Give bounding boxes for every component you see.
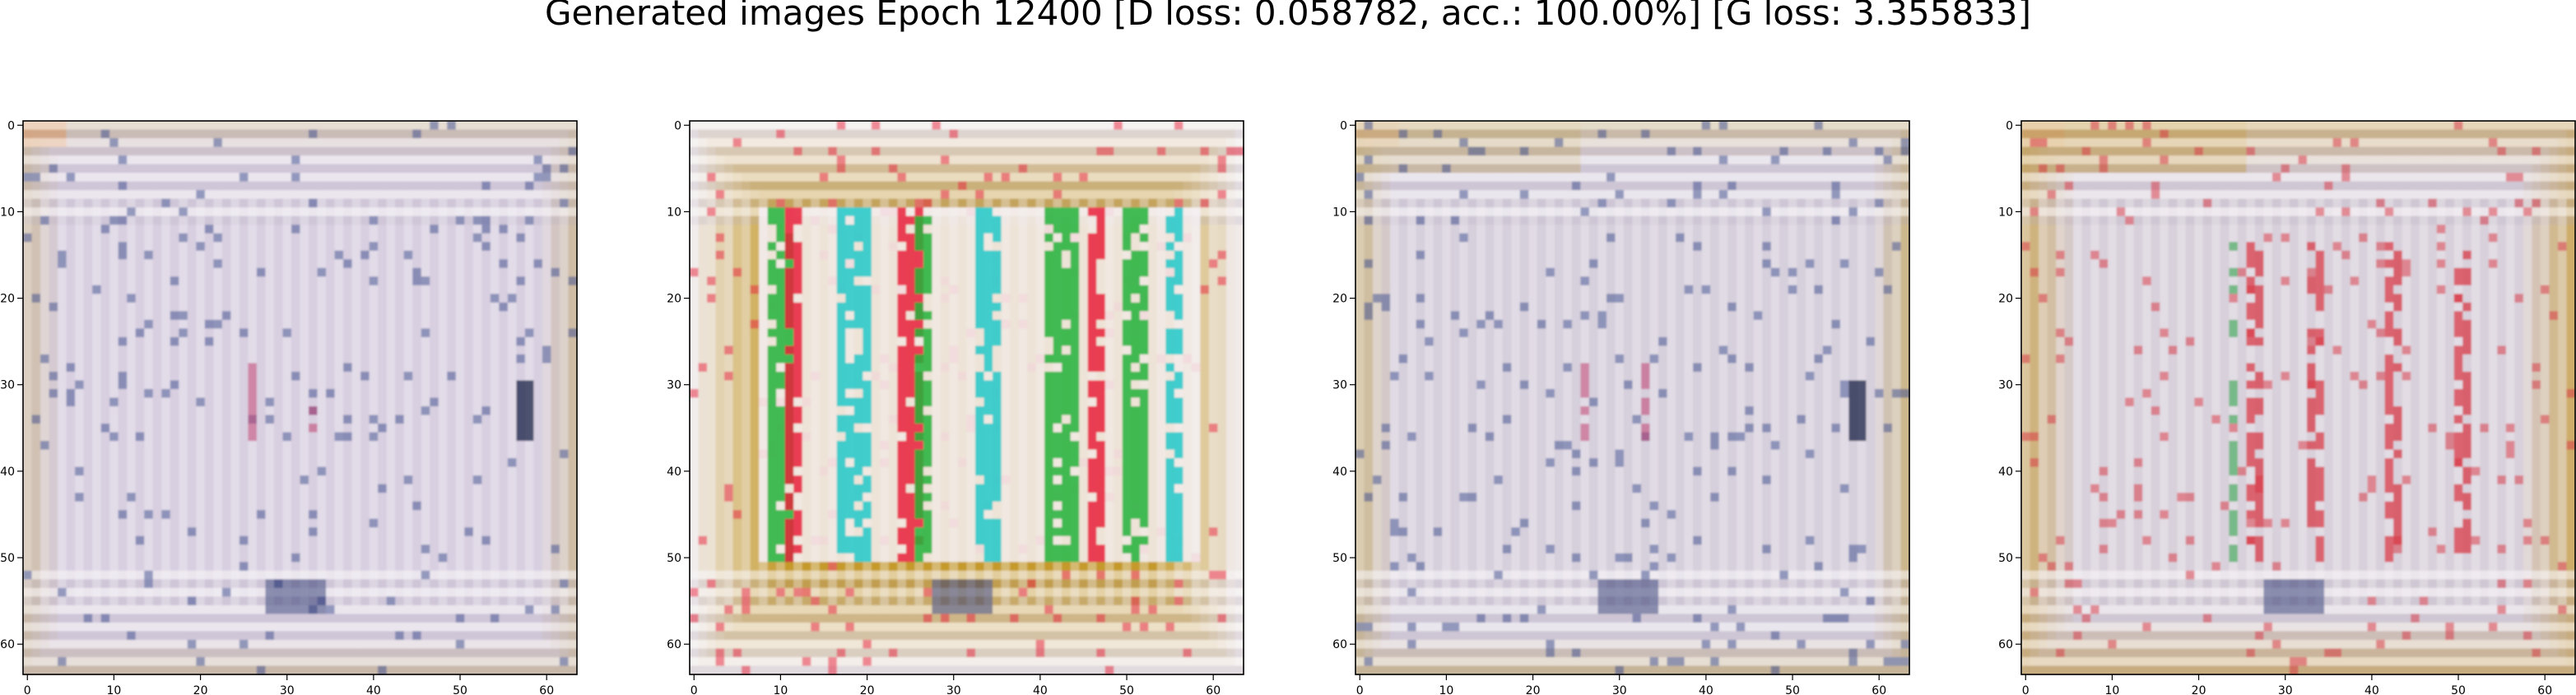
x-tick-label: 20 bbox=[2192, 684, 2206, 695]
image-panel: 0 10 20 30 40 50 60 0 10 20 30 40 50 60 bbox=[0, 119, 578, 695]
x-tick-label: 60 bbox=[2537, 684, 2552, 695]
x-tick-label: 60 bbox=[1206, 684, 1221, 695]
generated-image bbox=[2021, 121, 2576, 675]
image-panel: 0 10 20 30 40 50 60 0 10 20 30 40 50 60 bbox=[1998, 119, 2576, 695]
x-tick-label: 0 bbox=[690, 684, 698, 695]
y-tick-label: 40 bbox=[0, 466, 15, 479]
image-panel: 0 10 20 30 40 50 60 0 10 20 30 40 50 60 bbox=[667, 119, 1244, 695]
y-tick-label: 30 bbox=[1998, 379, 2013, 392]
x-tick-label: 40 bbox=[1699, 684, 1713, 695]
y-tick-label: 40 bbox=[667, 466, 681, 479]
y-tick-label: 40 bbox=[1998, 466, 2013, 479]
x-tick-label: 20 bbox=[1526, 684, 1541, 695]
x-tick-label: 10 bbox=[2105, 684, 2120, 695]
y-tick-label: 40 bbox=[1332, 466, 1347, 479]
generated-image bbox=[23, 121, 578, 675]
x-tick-label: 40 bbox=[2364, 684, 2379, 695]
y-tick-label: 10 bbox=[1332, 206, 1347, 219]
y-tick-label: 20 bbox=[0, 293, 15, 306]
generated-image bbox=[690, 121, 1244, 675]
x-tick-label: 30 bbox=[1612, 684, 1627, 695]
y-tick-label: 60 bbox=[667, 638, 681, 651]
x-tick-label: 50 bbox=[2451, 684, 2466, 695]
x-tick-label: 30 bbox=[280, 684, 295, 695]
x-tick-label: 10 bbox=[107, 684, 122, 695]
x-tick-label: 10 bbox=[1439, 684, 1454, 695]
y-tick-label: 30 bbox=[667, 379, 681, 392]
x-tick-label: 60 bbox=[1872, 684, 1886, 695]
y-tick-label: 30 bbox=[1332, 379, 1347, 392]
x-tick-label: 20 bbox=[193, 684, 208, 695]
x-tick-label: 50 bbox=[1785, 684, 1800, 695]
y-tick-label: 50 bbox=[667, 552, 681, 565]
x-tick-label: 30 bbox=[2278, 684, 2293, 695]
y-tick-label: 50 bbox=[0, 552, 15, 565]
y-tick-label: 60 bbox=[1332, 638, 1347, 651]
x-tick-label: 0 bbox=[2022, 684, 2030, 695]
y-tick-label: 60 bbox=[1998, 638, 2013, 651]
y-tick-label: 10 bbox=[1998, 206, 2013, 219]
axes-frame bbox=[22, 120, 578, 675]
y-tick-label: 0 bbox=[7, 119, 15, 132]
y-tick-label: 20 bbox=[667, 293, 681, 306]
y-tick-label: 60 bbox=[0, 638, 15, 651]
x-tick-label: 10 bbox=[774, 684, 788, 695]
y-tick-label: 20 bbox=[1332, 293, 1347, 306]
x-tick-label: 50 bbox=[453, 684, 467, 695]
x-tick-label: 0 bbox=[24, 684, 31, 695]
axes-frame bbox=[689, 120, 1244, 675]
y-tick-label: 0 bbox=[674, 119, 681, 132]
y-tick-label: 50 bbox=[1332, 552, 1347, 565]
y-tick-label: 10 bbox=[0, 206, 15, 219]
y-tick-label: 20 bbox=[1998, 293, 2013, 306]
x-tick-label: 40 bbox=[366, 684, 381, 695]
y-tick-label: 0 bbox=[2006, 119, 2013, 132]
y-tick-label: 50 bbox=[1998, 552, 2013, 565]
y-tick-label: 10 bbox=[667, 206, 681, 219]
figure-title: Generated images Epoch 12400 [D loss: 0.… bbox=[545, 0, 2031, 33]
x-tick-label: 30 bbox=[946, 684, 961, 695]
y-tick-label: 30 bbox=[0, 379, 15, 392]
axes-frame bbox=[1355, 120, 1910, 675]
x-tick-label: 0 bbox=[1356, 684, 1364, 695]
axes-frame bbox=[2020, 120, 2576, 675]
y-tick-label: 0 bbox=[1340, 119, 1347, 132]
generated-image bbox=[1355, 121, 1910, 675]
x-tick-label: 50 bbox=[1119, 684, 1134, 695]
x-tick-label: 60 bbox=[539, 684, 554, 695]
x-tick-label: 20 bbox=[860, 684, 875, 695]
image-panel: 0 10 20 30 40 50 60 0 10 20 30 40 50 60 bbox=[1332, 119, 1910, 695]
x-tick-label: 40 bbox=[1033, 684, 1048, 695]
